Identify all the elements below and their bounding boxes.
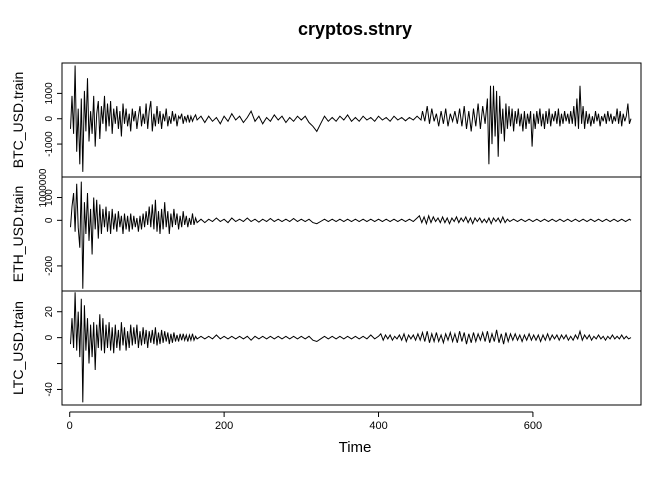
panel-2-ytick-label-0: -40 [44,382,55,397]
chart-title: cryptos.stnry [298,19,412,39]
panel-2-marks: -40 0 20 [44,292,632,403]
x-axis: 0 200 400 600 [67,411,542,432]
panel-eth: ETH_USD.train 1000000 [10,168,642,292]
series-line-btc-usd-train [70,65,632,172]
panel-1-ytick-label-2: 100 [44,189,55,206]
panel-1-ytick-label-1: 0 [44,217,55,223]
panel-ltc-ylabel: LTC_USD.train [10,301,26,395]
panel-eth-frame [61,176,642,292]
panel-0-ytick-label-1: 0 [44,116,55,122]
panel-btc: BTC_USD.train [10,62,642,178]
panel-btc-ylabel: BTC_USD.train [10,72,26,168]
panel-2-ytick-label-2: 0 [44,334,55,340]
panel-ltc: LTC_USD.train [10,290,642,406]
panel-0-ytick-label-0: -1000 [44,131,55,157]
panel-eth-ylabel: ETH_USD.train [10,186,26,282]
panel-0-ytick-label-2: 1000 [44,82,55,105]
panel-0-marks: -1000 0 1000 [44,65,632,172]
series-line-ltc-usd-train [70,292,632,403]
panel-ltc-frame [61,290,642,406]
x-tick-label-3: 600 [524,420,542,432]
series-line-eth-usd-train [70,181,632,289]
x-axis-label: Time [339,439,372,456]
panel-1-ytick-label-0: -200 [44,255,55,275]
panel-2-ytick-label-3: 20 [44,306,55,318]
x-tick-label-1: 200 [215,420,233,432]
x-tick-label-2: 400 [369,420,387,432]
x-tick-label-0: 0 [67,420,73,432]
panel-1-marks: -200 0 100 [44,181,632,289]
panel-eth-top-tick-label: 1000000 [38,168,49,207]
